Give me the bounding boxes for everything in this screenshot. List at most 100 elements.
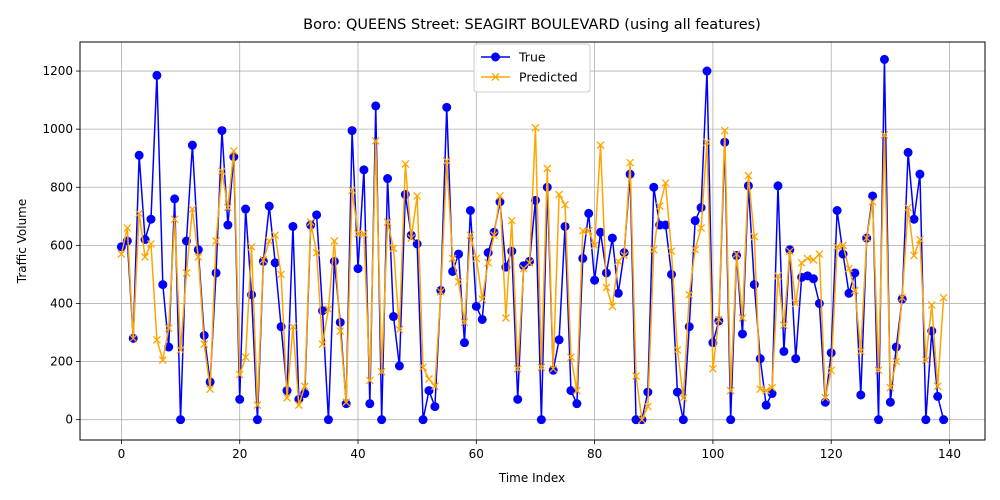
data-point-predicted <box>158 356 167 365</box>
data-point-predicted <box>531 123 540 132</box>
data-point-predicted <box>436 287 445 296</box>
data-point-true <box>252 415 262 425</box>
data-point-true <box>773 181 783 191</box>
data-point-predicted <box>697 223 706 232</box>
data-point-predicted <box>768 383 777 392</box>
x-tick-label: 40 <box>350 447 365 461</box>
data-point-predicted <box>359 229 368 238</box>
data-point-true <box>613 288 623 298</box>
data-point-predicted <box>791 299 800 308</box>
x-tick-label: 120 <box>820 447 843 461</box>
data-point-predicted <box>572 386 581 395</box>
data-point-predicted <box>561 200 569 209</box>
legend-marker <box>491 52 500 62</box>
data-point-predicted <box>354 229 362 238</box>
data-point-predicted <box>342 398 351 407</box>
data-point-true <box>649 182 659 192</box>
y-axis-title: Traffic Volume <box>15 199 29 285</box>
data-point-predicted <box>868 197 877 206</box>
x-tick-label: 60 <box>469 447 484 461</box>
data-point-predicted <box>454 277 463 286</box>
data-point-true <box>903 147 913 157</box>
data-point-predicted <box>324 305 333 314</box>
data-point-predicted <box>673 345 682 354</box>
data-point-predicted <box>478 295 487 304</box>
legend-label: True <box>518 50 546 65</box>
data-point-predicted <box>827 366 836 375</box>
x-axis-title: Time Index <box>498 471 565 485</box>
chart-title: Boro: QUEENS Street: SEAGIRT BOULEVARD (… <box>303 17 761 33</box>
data-point-true <box>359 165 369 175</box>
data-point-true <box>241 204 251 214</box>
data-point-predicted <box>371 136 380 145</box>
data-point-predicted <box>141 253 150 261</box>
data-point-true <box>921 415 931 425</box>
data-point-true <box>820 397 830 407</box>
data-point-predicted <box>152 335 161 344</box>
data-point-predicted <box>856 347 865 356</box>
data-point-predicted <box>484 258 493 267</box>
data-point-true <box>394 361 404 371</box>
data-point-true <box>181 236 191 246</box>
y-tick-label: 400 <box>50 296 73 310</box>
data-point-true <box>513 394 523 404</box>
data-point-predicted <box>543 164 552 173</box>
data-point-predicted <box>714 315 723 324</box>
data-point-predicted <box>886 383 895 392</box>
data-point-true <box>885 397 895 407</box>
data-point-predicted <box>330 237 339 245</box>
y-tick-label: 1200 <box>42 64 73 78</box>
legend-entry-true: True <box>481 50 546 65</box>
data-point-predicted <box>288 322 297 331</box>
data-point-predicted <box>318 340 327 349</box>
data-point-true <box>939 415 949 425</box>
data-point-true <box>891 342 901 352</box>
data-point-true <box>442 102 452 112</box>
data-point-predicted <box>874 366 883 375</box>
data-point-predicted <box>164 324 173 333</box>
data-point-predicted <box>259 255 268 264</box>
data-point-true <box>270 258 280 268</box>
data-point-predicted <box>939 293 948 302</box>
x-tick-label: 140 <box>938 447 961 461</box>
data-point-predicted <box>602 283 611 292</box>
data-point-true <box>377 415 387 425</box>
data-point-predicted <box>265 237 274 245</box>
data-point-predicted <box>703 138 711 147</box>
data-point-predicted <box>797 258 806 267</box>
data-point-true <box>933 391 943 401</box>
data-point-predicted <box>915 235 924 244</box>
data-point-true <box>554 335 564 345</box>
data-point-predicted <box>921 356 930 365</box>
data-point-true <box>383 174 393 184</box>
data-point-predicted <box>218 167 226 176</box>
data-point-predicted <box>170 215 179 224</box>
data-point-true <box>850 268 860 278</box>
data-point-predicted <box>626 158 635 167</box>
data-point-true <box>176 415 186 425</box>
data-point-predicted <box>620 251 629 260</box>
data-point-true <box>371 101 381 111</box>
data-point-true <box>430 402 440 412</box>
data-point-true <box>909 214 919 224</box>
data-point-predicted <box>756 385 765 394</box>
data-point-predicted <box>555 190 564 199</box>
data-point-predicted <box>862 234 871 243</box>
data-point-true <box>844 288 854 298</box>
data-point-predicted <box>395 325 404 334</box>
data-point-predicted <box>803 254 812 263</box>
data-point-predicted <box>365 376 374 385</box>
data-point-predicted <box>407 234 416 243</box>
data-point-true <box>667 269 677 279</box>
data-point-predicted <box>750 232 759 241</box>
data-point-predicted <box>833 242 842 251</box>
data-point-true <box>353 264 363 274</box>
data-point-predicted <box>336 327 345 336</box>
data-point-true <box>590 275 600 285</box>
data-point-true <box>477 314 487 324</box>
data-point-predicted <box>253 401 262 410</box>
data-point-predicted <box>549 364 558 373</box>
data-point-true <box>672 387 682 397</box>
data-point-true <box>323 415 333 425</box>
